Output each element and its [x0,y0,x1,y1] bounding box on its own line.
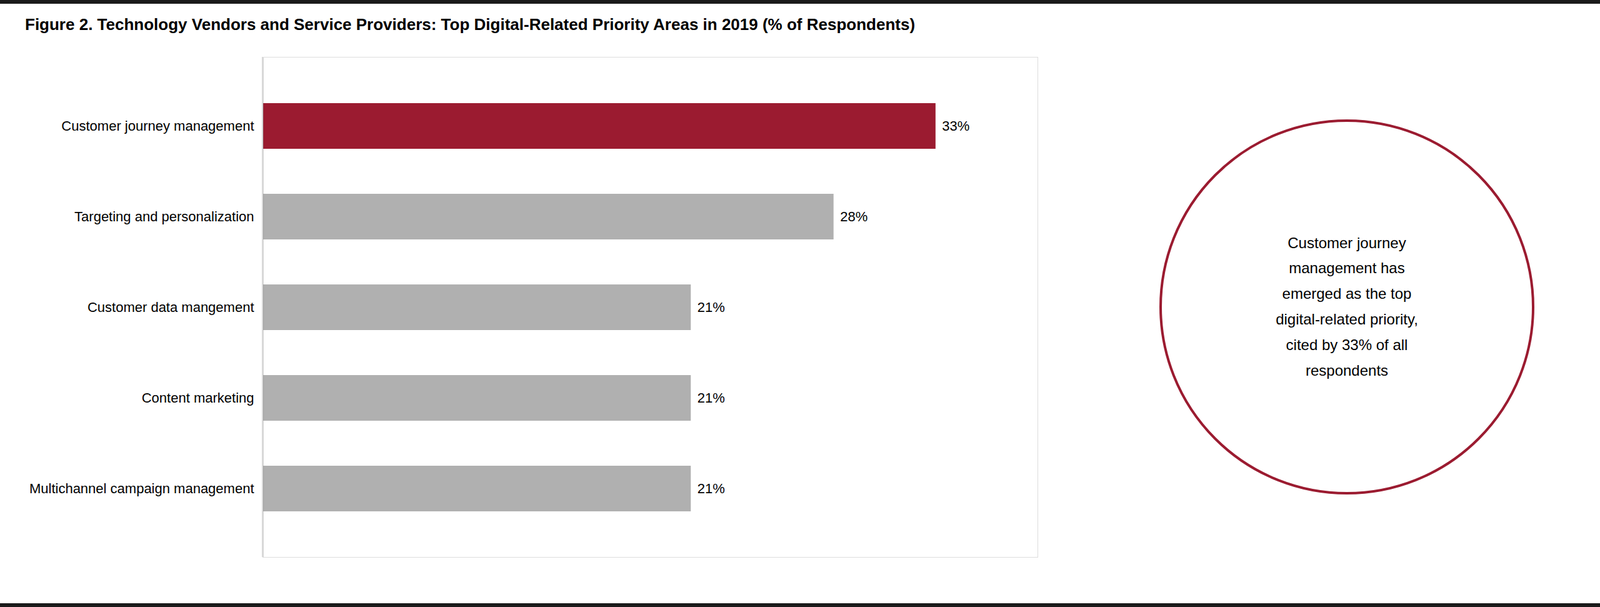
svg-text:Customer journey management: Customer journey management [61,118,254,134]
html-text:Figure 2. Technology Vendors a: Figure 2. Technology Vendors and Service… [25,15,916,34]
svg-text:Content marketing: Content marketing [141,390,255,406]
svg-text:Customer data mangement: Customer data mangement [87,299,255,315]
svg-text:Multichannel campaign manageme: Multichannel campaign management [29,480,255,497]
svg-text:28%: 28% [840,208,868,225]
svg-text:33%: 33% [941,118,970,134]
html-text:Customer journey management ha: Customer journey management has emerged … [1275,234,1418,379]
svg-text:21%: 21% [697,390,725,406]
svg-text:Targeting and personalization: Targeting and personalization [74,208,254,225]
svg-text:21%: 21% [697,299,725,315]
svg-text:21%: 21% [697,480,725,497]
